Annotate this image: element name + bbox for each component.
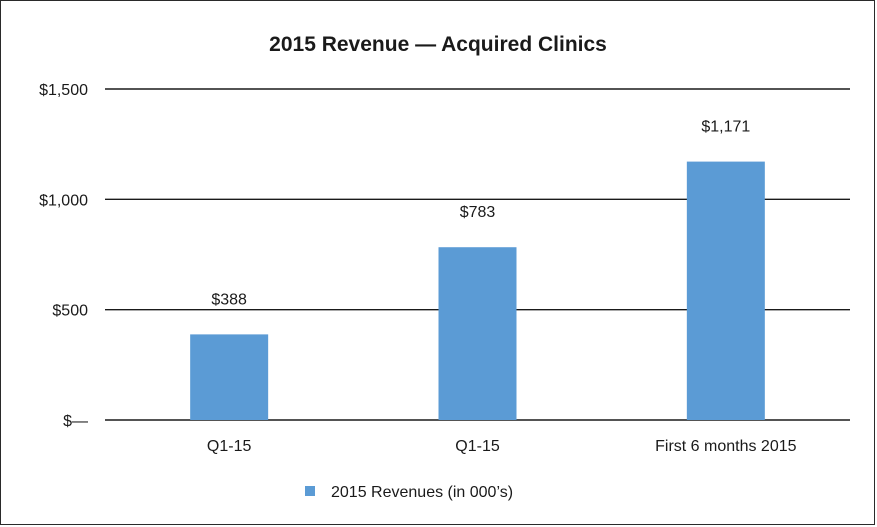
category-label: Q1-15 (207, 438, 252, 455)
bar-value-label: $1,171 (701, 119, 750, 136)
y-tick-label: $1,500 (39, 82, 88, 99)
legend-swatch (305, 486, 315, 496)
legend: 2015 Revenues (in 000’s) (305, 484, 513, 501)
bars (190, 161, 765, 420)
bar-value-label: $388 (211, 291, 247, 308)
category-label: First 6 months 2015 (655, 438, 797, 455)
y-axis-ticks: $— $500 $1,000 $1,500 (39, 82, 88, 430)
data-labels: $388 $783 $1,171 (211, 119, 750, 309)
category-label: Q1-15 (455, 438, 500, 455)
bar (438, 247, 517, 420)
y-tick-label: $500 (52, 303, 88, 320)
bar (190, 334, 269, 420)
y-tick-label: $— (63, 413, 88, 430)
chart-title: 2015 Revenue — Acquired Clinics (269, 33, 607, 56)
y-tick-label: $1,000 (39, 192, 88, 209)
bar-value-label: $783 (460, 204, 496, 221)
x-axis-categories: Q1-15 Q1-15 First 6 months 2015 (207, 438, 797, 455)
legend-label: 2015 Revenues (in 000’s) (331, 484, 513, 501)
bar (686, 161, 765, 420)
